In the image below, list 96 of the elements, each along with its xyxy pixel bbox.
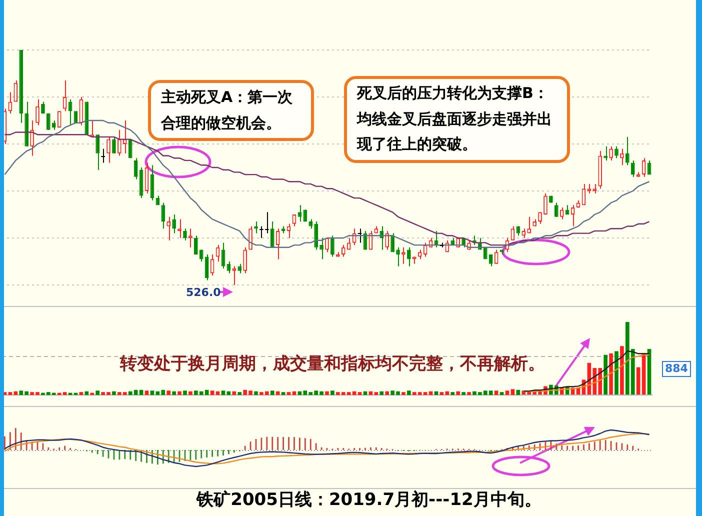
- candlestick: [30, 120, 34, 156]
- bar: [505, 390, 510, 395]
- candlestick: [118, 129, 122, 156]
- candlestick: [325, 238, 329, 253]
- bar: [358, 392, 362, 395]
- bar: [172, 391, 176, 395]
- bar: [286, 392, 291, 395]
- bar: [139, 390, 144, 395]
- candlestick: [630, 160, 635, 178]
- candlestick: [178, 218, 182, 238]
- bar: [232, 391, 236, 395]
- bar: [440, 392, 444, 395]
- candlestick: [609, 146, 613, 161]
- candlestick: [407, 246, 411, 267]
- candlestick: [183, 228, 187, 241]
- bar: [402, 392, 406, 395]
- candlestick: [172, 214, 176, 234]
- bar: [144, 390, 149, 395]
- candlestick: [418, 249, 422, 260]
- annotation: 转变处于换月周期，成交量和指标均不完整，不再解析。: [120, 353, 545, 375]
- bar: [188, 391, 192, 395]
- bar: [178, 391, 182, 395]
- candlestick: [554, 202, 558, 218]
- bar: [510, 389, 515, 395]
- candlestick: [36, 98, 40, 126]
- bar: [614, 351, 618, 395]
- candlestick: [232, 266, 236, 286]
- candlestick: [330, 235, 334, 258]
- bar: [450, 392, 455, 395]
- candlestick: [320, 238, 324, 260]
- bar: [270, 390, 274, 395]
- bar: [183, 390, 187, 395]
- bar: [407, 390, 411, 395]
- bar: [4, 392, 7, 395]
- candlestick: [243, 246, 247, 274]
- bar: [221, 390, 226, 395]
- candlestick: [396, 246, 400, 267]
- candlestick: [314, 221, 318, 250]
- candlestick: [614, 146, 618, 159]
- text: 铁矿2005日线：2019.7月初---12月中旬。: [195, 489, 542, 511]
- bar: [254, 391, 258, 395]
- bar: [620, 346, 624, 395]
- candlestick: [194, 235, 198, 255]
- candlestick: [626, 136, 630, 166]
- annotation: 主动死叉A：第一次合理的做空机会。: [148, 80, 314, 141]
- bar: [330, 390, 334, 395]
- candlestick: [308, 218, 313, 230]
- candlestick: [390, 232, 394, 253]
- bar: [456, 391, 460, 395]
- bar: [325, 391, 329, 395]
- bar: [462, 392, 466, 395]
- bar: [276, 391, 280, 395]
- bar: [516, 390, 520, 395]
- candlestick: [161, 202, 166, 230]
- bar: [166, 390, 171, 395]
- candlestick: [52, 120, 56, 130]
- candlestick: [402, 246, 406, 264]
- annotation: 死叉后的压力转化为支撑B：均线金叉后盘面逐步走强并出现了往上的突破。: [344, 76, 570, 162]
- text: 884: [662, 361, 691, 377]
- candlestick: [298, 204, 302, 222]
- candlestick: [522, 228, 526, 238]
- candlestick: [544, 192, 548, 215]
- bar: [380, 391, 384, 395]
- candlestick: [560, 206, 564, 220]
- candlestick: [100, 148, 106, 164]
- bar: [385, 391, 389, 395]
- candlestick: [41, 101, 45, 114]
- candlestick: [106, 136, 110, 164]
- candlestick: [357, 228, 362, 244]
- candlestick: [592, 183, 597, 194]
- bar: [609, 353, 613, 395]
- candlestick: [166, 216, 171, 241]
- candlestick: [341, 244, 346, 258]
- candlestick: [14, 80, 18, 102]
- bar: [604, 354, 608, 395]
- bar: [494, 390, 498, 395]
- candlestick: [122, 120, 127, 154]
- bar: [238, 392, 242, 395]
- candlestick: [96, 134, 100, 170]
- candlestick: [188, 228, 192, 248]
- candlestick: [527, 216, 532, 234]
- candlestick: [620, 148, 624, 166]
- bar: [112, 391, 116, 395]
- bar: [281, 392, 286, 395]
- candlestick: [587, 183, 592, 194]
- bar: [79, 392, 84, 395]
- candlestick: [276, 228, 280, 260]
- text: 526.0: [186, 286, 221, 299]
- candlestick: [270, 221, 274, 248]
- bar: [96, 390, 100, 395]
- bar: [150, 390, 154, 395]
- candlestick: [112, 136, 116, 154]
- bar: [500, 392, 504, 395]
- bar: [467, 392, 471, 395]
- bar: [210, 390, 214, 395]
- candlestick: [238, 263, 242, 274]
